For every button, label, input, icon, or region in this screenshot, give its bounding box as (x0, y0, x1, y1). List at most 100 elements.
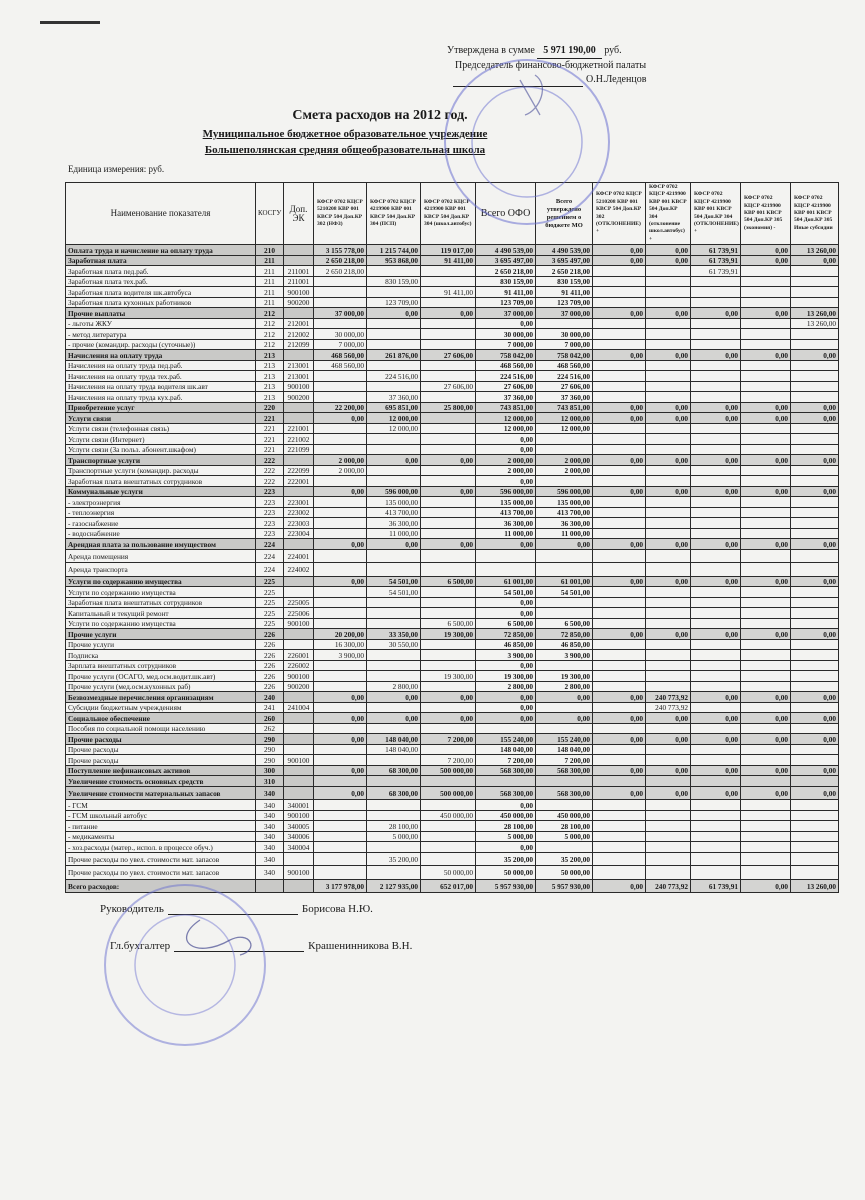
cell-psp (366, 809, 421, 822)
cell-dev-bus: 240 773,92 (645, 701, 691, 714)
cell-school-bus: 50 000,00 (420, 865, 476, 880)
cell-school-bus (420, 649, 476, 661)
cell-dev-302 (592, 851, 646, 867)
cell-name: - газоснабжение (65, 517, 256, 529)
cell-other-subsidies (790, 851, 839, 867)
cell-dop-ek: 900200 (283, 680, 314, 693)
cell-dop-ek: 225006 (283, 607, 314, 619)
cell-kosgu: 290 (255, 733, 284, 745)
cell-economy (740, 475, 791, 487)
cell-nfz: 2 650 218,00 (313, 265, 367, 277)
cell-ofo: 0,00 (475, 596, 536, 609)
cell-ofo (475, 562, 536, 577)
cell-economy (740, 527, 791, 540)
cell-ofo: 28 100,00 (475, 820, 536, 832)
cell-mo: 7 000,00 (535, 338, 593, 351)
cell-dev-302 (592, 701, 646, 714)
table-row: - ГСМ 340 340001 0,00 (65, 799, 839, 811)
cell-dev-304 (690, 275, 741, 288)
cell-ofo: 7 200,00 (475, 754, 536, 766)
table-row: Начисления на оплату труда водителя шк.а… (65, 380, 839, 393)
cell-other-subsidies (790, 586, 839, 598)
cell-other-subsidies (790, 775, 839, 787)
cell-psp: 12 000,00 (366, 412, 421, 424)
cell-economy (740, 670, 791, 682)
cell-other-subsidies: 0,00 (790, 575, 839, 588)
cell-dop-ek: 225005 (283, 596, 314, 609)
cell-other-subsidies (790, 670, 839, 682)
cell-nfz (313, 496, 367, 508)
cell-dev-304 (690, 596, 741, 609)
cell-name: - питание (65, 820, 256, 832)
cell-school-bus: 6 500,00 (420, 617, 476, 630)
table-row: Аренда помещения 224 224001 (65, 548, 839, 564)
cell-nfz (313, 548, 367, 564)
table-row: Заработная плата внештатных сотрудников 2… (65, 475, 839, 487)
cell-kosgu: 262 (255, 722, 284, 735)
cell-other-subsidies (790, 722, 839, 735)
section-row: Увеличение стоимости материальных запасо… (65, 785, 839, 801)
table-row: - медикаменты 340 340006 5 000,00 5 000,00 5 … (65, 830, 839, 843)
cell-name: - метод литература (65, 328, 256, 340)
cell-ofo: 5 957 930,00 (475, 878, 536, 894)
cell-mo: 758 042,00 (535, 349, 593, 361)
cell-name: Заработная плата внештатных сотрудников (65, 475, 256, 487)
cell-other-subsidies (790, 506, 839, 519)
cell-dev-304 (690, 475, 741, 487)
cell-dev-304 (690, 517, 741, 529)
table-row: Субсидии бюджетным учреждениям 241 241004 0… (65, 701, 839, 714)
cell-other-subsidies (790, 809, 839, 822)
cell-dev-304 (690, 296, 741, 309)
table-row: Услуги связи (телефонная связь) 221 221001… (65, 422, 839, 435)
cell-kosgu: 221 (255, 443, 284, 456)
cell-ofo: 743 851,00 (475, 401, 536, 414)
cell-psp (366, 548, 421, 564)
cell-kosgu: 213 (255, 349, 284, 361)
cell-other-subsidies (790, 820, 839, 832)
cell-dev-bus (645, 517, 691, 529)
cell-mo (535, 443, 593, 456)
cell-dop-ek: 221002 (283, 433, 314, 445)
cell-mo: 19 300,00 (535, 670, 593, 682)
cell-name: Безвозмездные перечисления организациям (65, 691, 256, 703)
cell-dev-bus (645, 338, 691, 351)
cell-dev-304 (690, 722, 741, 735)
cell-mo: 28 100,00 (535, 820, 593, 832)
cell-dev-304: 0,00 (690, 485, 741, 498)
cell-economy (740, 391, 791, 403)
cell-dop-ek: 212001 (283, 317, 314, 330)
cell-name: Заработная плата внештатных сотрудников (65, 596, 256, 609)
cell-psp (366, 596, 421, 609)
institution-type: Муниципальное бюджетное образовательное … (202, 128, 488, 140)
cell-economy (740, 754, 791, 766)
cell-dev-302 (592, 775, 646, 787)
cell-nfz: 468 560,00 (313, 349, 367, 361)
cell-ofo: 123 709,00 (475, 296, 536, 309)
cell-mo: 7 200,00 (535, 754, 593, 766)
cell-ofo: 0,00 (475, 701, 536, 714)
cell-school-bus: 27 606,00 (420, 380, 476, 393)
cell-mo (535, 799, 593, 811)
cell-school-bus: 25 800,00 (420, 401, 476, 414)
cell-nfz: 2 000,00 (313, 464, 367, 477)
cell-kosgu: 221 (255, 433, 284, 445)
cell-mo (535, 607, 593, 619)
cell-other-subsidies: 13 260,00 (790, 244, 839, 256)
cell-nfz (313, 722, 367, 735)
cell-ofo: 11 000,00 (475, 527, 536, 540)
cell-dop-ek (283, 722, 314, 735)
cell-mo: 4 490 539,00 (535, 244, 593, 256)
cell-economy (740, 865, 791, 880)
cell-other-subsidies (790, 391, 839, 403)
cell-dev-302 (592, 680, 646, 693)
cell-nfz (313, 820, 367, 832)
cell-psp: 68 300,00 (366, 785, 421, 801)
section-row: Увеличение стоимость основных средств 310 (65, 775, 839, 787)
cell-dev-bus (645, 596, 691, 609)
cell-nfz (313, 841, 367, 853)
cell-dev-302 (592, 391, 646, 403)
cell-nfz (313, 296, 367, 309)
cell-ofo: 2 650 218,00 (475, 265, 536, 277)
cell-school-bus: 19 300,00 (420, 670, 476, 682)
cell-school-bus (420, 586, 476, 598)
